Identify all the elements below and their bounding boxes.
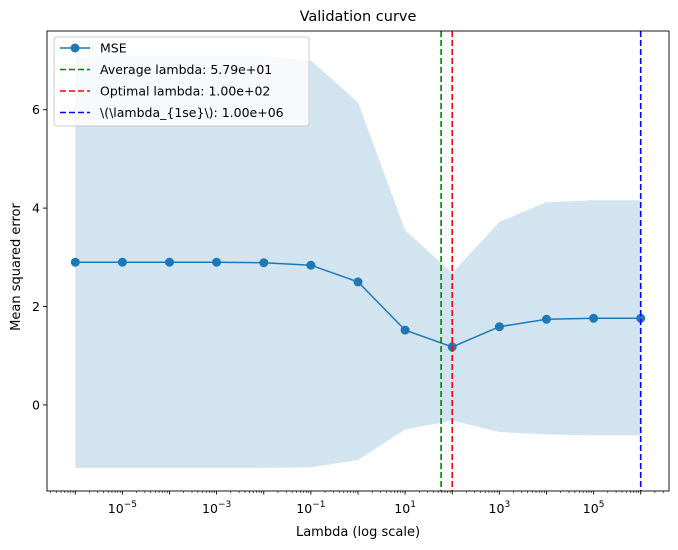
mse-point [636, 313, 646, 323]
mse-point [400, 325, 410, 335]
mse-point [259, 258, 269, 268]
x-tick-label: 103 [489, 500, 511, 516]
mse-point [165, 257, 174, 267]
legend: MSE Average lambda: 5.79e+01 Optimal lambd… [53, 36, 310, 127]
mse-point [117, 257, 127, 267]
mse-point [353, 277, 363, 287]
x-tick-label: 10−5 [108, 500, 137, 516]
mse-point [589, 313, 599, 323]
x-tick-label: 105 [583, 500, 605, 516]
mse-point [70, 257, 80, 267]
x-tick-label: 10−3 [202, 500, 231, 516]
mse-point [494, 322, 504, 332]
legend-entry-lambda-1se-label: \(\lambda_{1se}\): 1.00e+06 [100, 105, 284, 120]
x-tick-label: 10−1 [296, 500, 325, 516]
y-tick-label: 4 [32, 201, 40, 216]
x-axis-label: Lambda (log scale) [296, 525, 420, 540]
plot-area: 0 2 4 6 10−5 10−3 10−1 101 103 105 [32, 30, 670, 516]
error-band [75, 55, 641, 468]
y-tick-label: 6 [32, 102, 40, 117]
mse-point [306, 260, 316, 270]
legend-entry-mse-label: MSE [100, 41, 127, 56]
y-tick-label: 0 [32, 397, 40, 412]
legend-entry-mse-marker [70, 43, 80, 53]
mse-point [542, 314, 551, 324]
y-tick-label: 2 [32, 299, 40, 314]
legend-box [53, 36, 310, 127]
mse-point [212, 257, 222, 267]
y-axis-label: Mean squared error [9, 203, 24, 331]
legend-entry-optimal-lambda-label: Optimal lambda: 1.00e+02 [100, 84, 270, 99]
legend-entry-average-lambda-label: Average lambda: 5.79e+01 [100, 62, 272, 77]
chart-title: Validation curve [300, 9, 417, 25]
x-tick-label: 101 [394, 500, 416, 516]
